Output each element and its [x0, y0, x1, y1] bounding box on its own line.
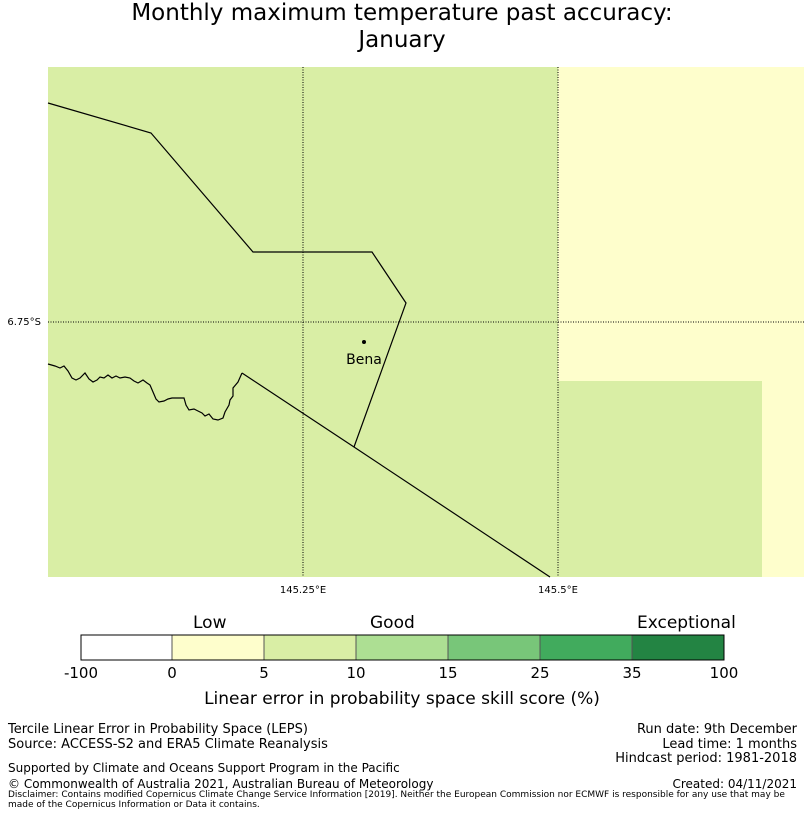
bena-marker	[362, 340, 366, 344]
cb-tick-5: 5	[259, 664, 269, 682]
lon-tick-145-5: 145.5°E	[538, 585, 578, 596]
footer-copyright: © Commonwealth of Australia 2021, Austra…	[8, 777, 434, 791]
footer-created: Created: 04/11/2021	[672, 777, 797, 791]
map-low-region-upper	[558, 67, 804, 381]
category-low: Low	[193, 613, 227, 633]
lon-tick-145-25: 145.25°E	[280, 585, 326, 596]
footer-disclaimer: Disclaimer: Contains modified Copernicus…	[8, 790, 785, 810]
footer-support: Supported by Climate and Oceans Support …	[8, 761, 400, 775]
lat-tick-6-75: 6.75°S	[7, 317, 41, 328]
footer-lead-time: Lead time: 1 months	[662, 737, 797, 752]
colorbar	[80, 634, 725, 661]
footer-source: Source: ACCESS-S2 and ERA5 Climate Reana…	[8, 737, 328, 752]
footer-run-date: Run date: 9th December	[636, 722, 797, 737]
footer-hindcast: Hindcast period: 1981-2018	[615, 751, 797, 766]
cb-frame	[80, 634, 725, 661]
cb-seg-25-35	[540, 635, 632, 660]
province-border-north	[47, 102, 407, 448]
title-line-2: January	[358, 27, 446, 53]
cb-seg-0-5	[172, 635, 264, 660]
cb-tick-35: 35	[622, 664, 642, 682]
cb-tick-15: 15	[438, 664, 458, 682]
colorbar-title: Linear error in probability space skill …	[204, 689, 600, 709]
cb-seg-5-10	[264, 635, 356, 660]
bena-label: Bena	[346, 352, 382, 368]
category-good: Good	[370, 613, 415, 633]
province-border-river	[47, 363, 243, 421]
cb-tick-neg100: -100	[63, 664, 99, 682]
province-border-south	[241, 372, 551, 578]
footer-method: Tercile Linear Error in Probability Spac…	[8, 722, 308, 737]
cb-tick-0: 0	[167, 664, 177, 682]
cb-seg-10-15	[356, 635, 448, 660]
cb-tick-100: 100	[709, 664, 739, 682]
cb-seg-neg100-0	[81, 635, 172, 660]
category-exceptional: Exceptional	[637, 613, 736, 633]
cb-seg-15-25	[448, 635, 540, 660]
cb-tick-10: 10	[346, 664, 366, 682]
cb-tick-25: 25	[530, 664, 550, 682]
cb-seg-35-100	[632, 635, 724, 660]
title-line-1: Monthly maximum temperature past accurac…	[131, 0, 673, 26]
chart-title: Monthly maximum temperature past accurac…	[0, 0, 804, 54]
map-low-region-right	[762, 381, 804, 577]
